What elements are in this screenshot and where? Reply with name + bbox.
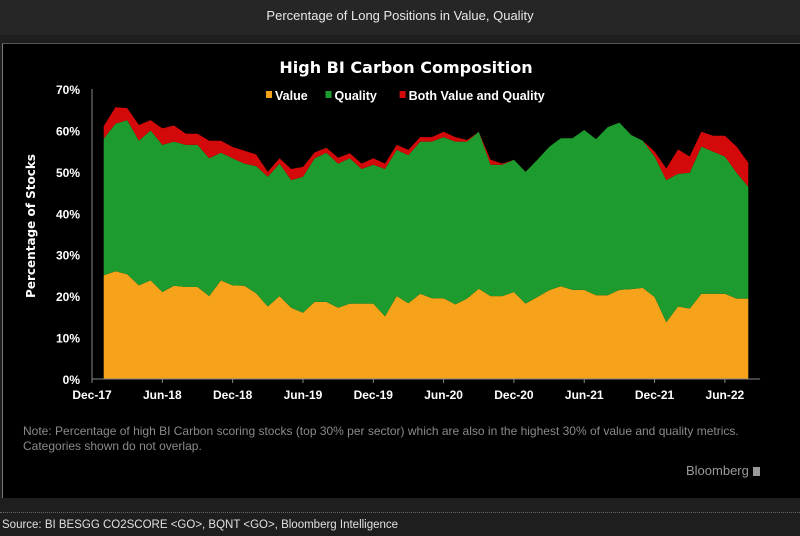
source-text: Source: BI BESGG CO2SCORE <GO>, BQNT <GO…: [2, 519, 399, 531]
x-tick-label: Dec-18: [213, 388, 253, 402]
window-title: Percentage of Long Positions in Value, Q…: [0, 0, 800, 35]
y-tick-label: 10%: [56, 332, 80, 346]
y-tick-label: 20%: [56, 290, 80, 304]
y-tick-label: 60%: [56, 124, 80, 138]
divider: [0, 512, 800, 513]
legend-swatch: [325, 91, 332, 98]
x-tick-label: Dec-19: [354, 388, 394, 402]
y-tick-label: 70%: [56, 83, 80, 97]
legend-swatch: [266, 91, 272, 98]
x-tick-label: Dec-21: [635, 388, 675, 402]
chart-panel: High BI Carbon Composition Value Quality B…: [2, 43, 800, 498]
chart: High BI Carbon Composition Value Quality B…: [24, 58, 761, 402]
x-tick-label: Jun-22: [706, 388, 745, 402]
y-tick-label: 50%: [56, 166, 80, 180]
x-tick-label: Jun-18: [143, 388, 182, 402]
y-tick-label: 0%: [63, 373, 81, 387]
y-tick-label: 40%: [56, 207, 80, 221]
bloomberg-icon: [752, 467, 760, 476]
y-axis-label: Percentage of Stocks: [24, 154, 38, 298]
area-value: [103, 271, 749, 379]
legend-label: Value: [275, 89, 308, 103]
x-tick-label: Jun-21: [565, 388, 604, 402]
axes: 0% 10% 20% 30% 40% 50% 60% 70% Dec-17 Jun-18 Dec-1…: [56, 83, 761, 402]
areas: [103, 107, 749, 379]
x-tick-label: Dec-17: [72, 388, 112, 402]
legend-label: Both Value and Quality: [409, 89, 545, 103]
legend-swatch: [399, 91, 406, 98]
x-tick-label: Jun-20: [424, 388, 463, 402]
brand-text: Bloomberg: [686, 463, 749, 478]
legend-label: Quality: [335, 89, 377, 103]
y-tick-label: 30%: [56, 249, 80, 263]
bloomberg-logo: Bloomberg: [686, 463, 760, 478]
x-tick-label: Dec-20: [494, 388, 534, 402]
chart-note: Note: Percentage of high BI Carbon scori…: [23, 424, 739, 453]
x-tick-label: Jun-19: [284, 388, 323, 402]
legend: Value Quality Both Value and Quality: [266, 89, 545, 103]
area-quality: [103, 120, 749, 323]
chart-title: High BI Carbon Composition: [279, 58, 532, 77]
